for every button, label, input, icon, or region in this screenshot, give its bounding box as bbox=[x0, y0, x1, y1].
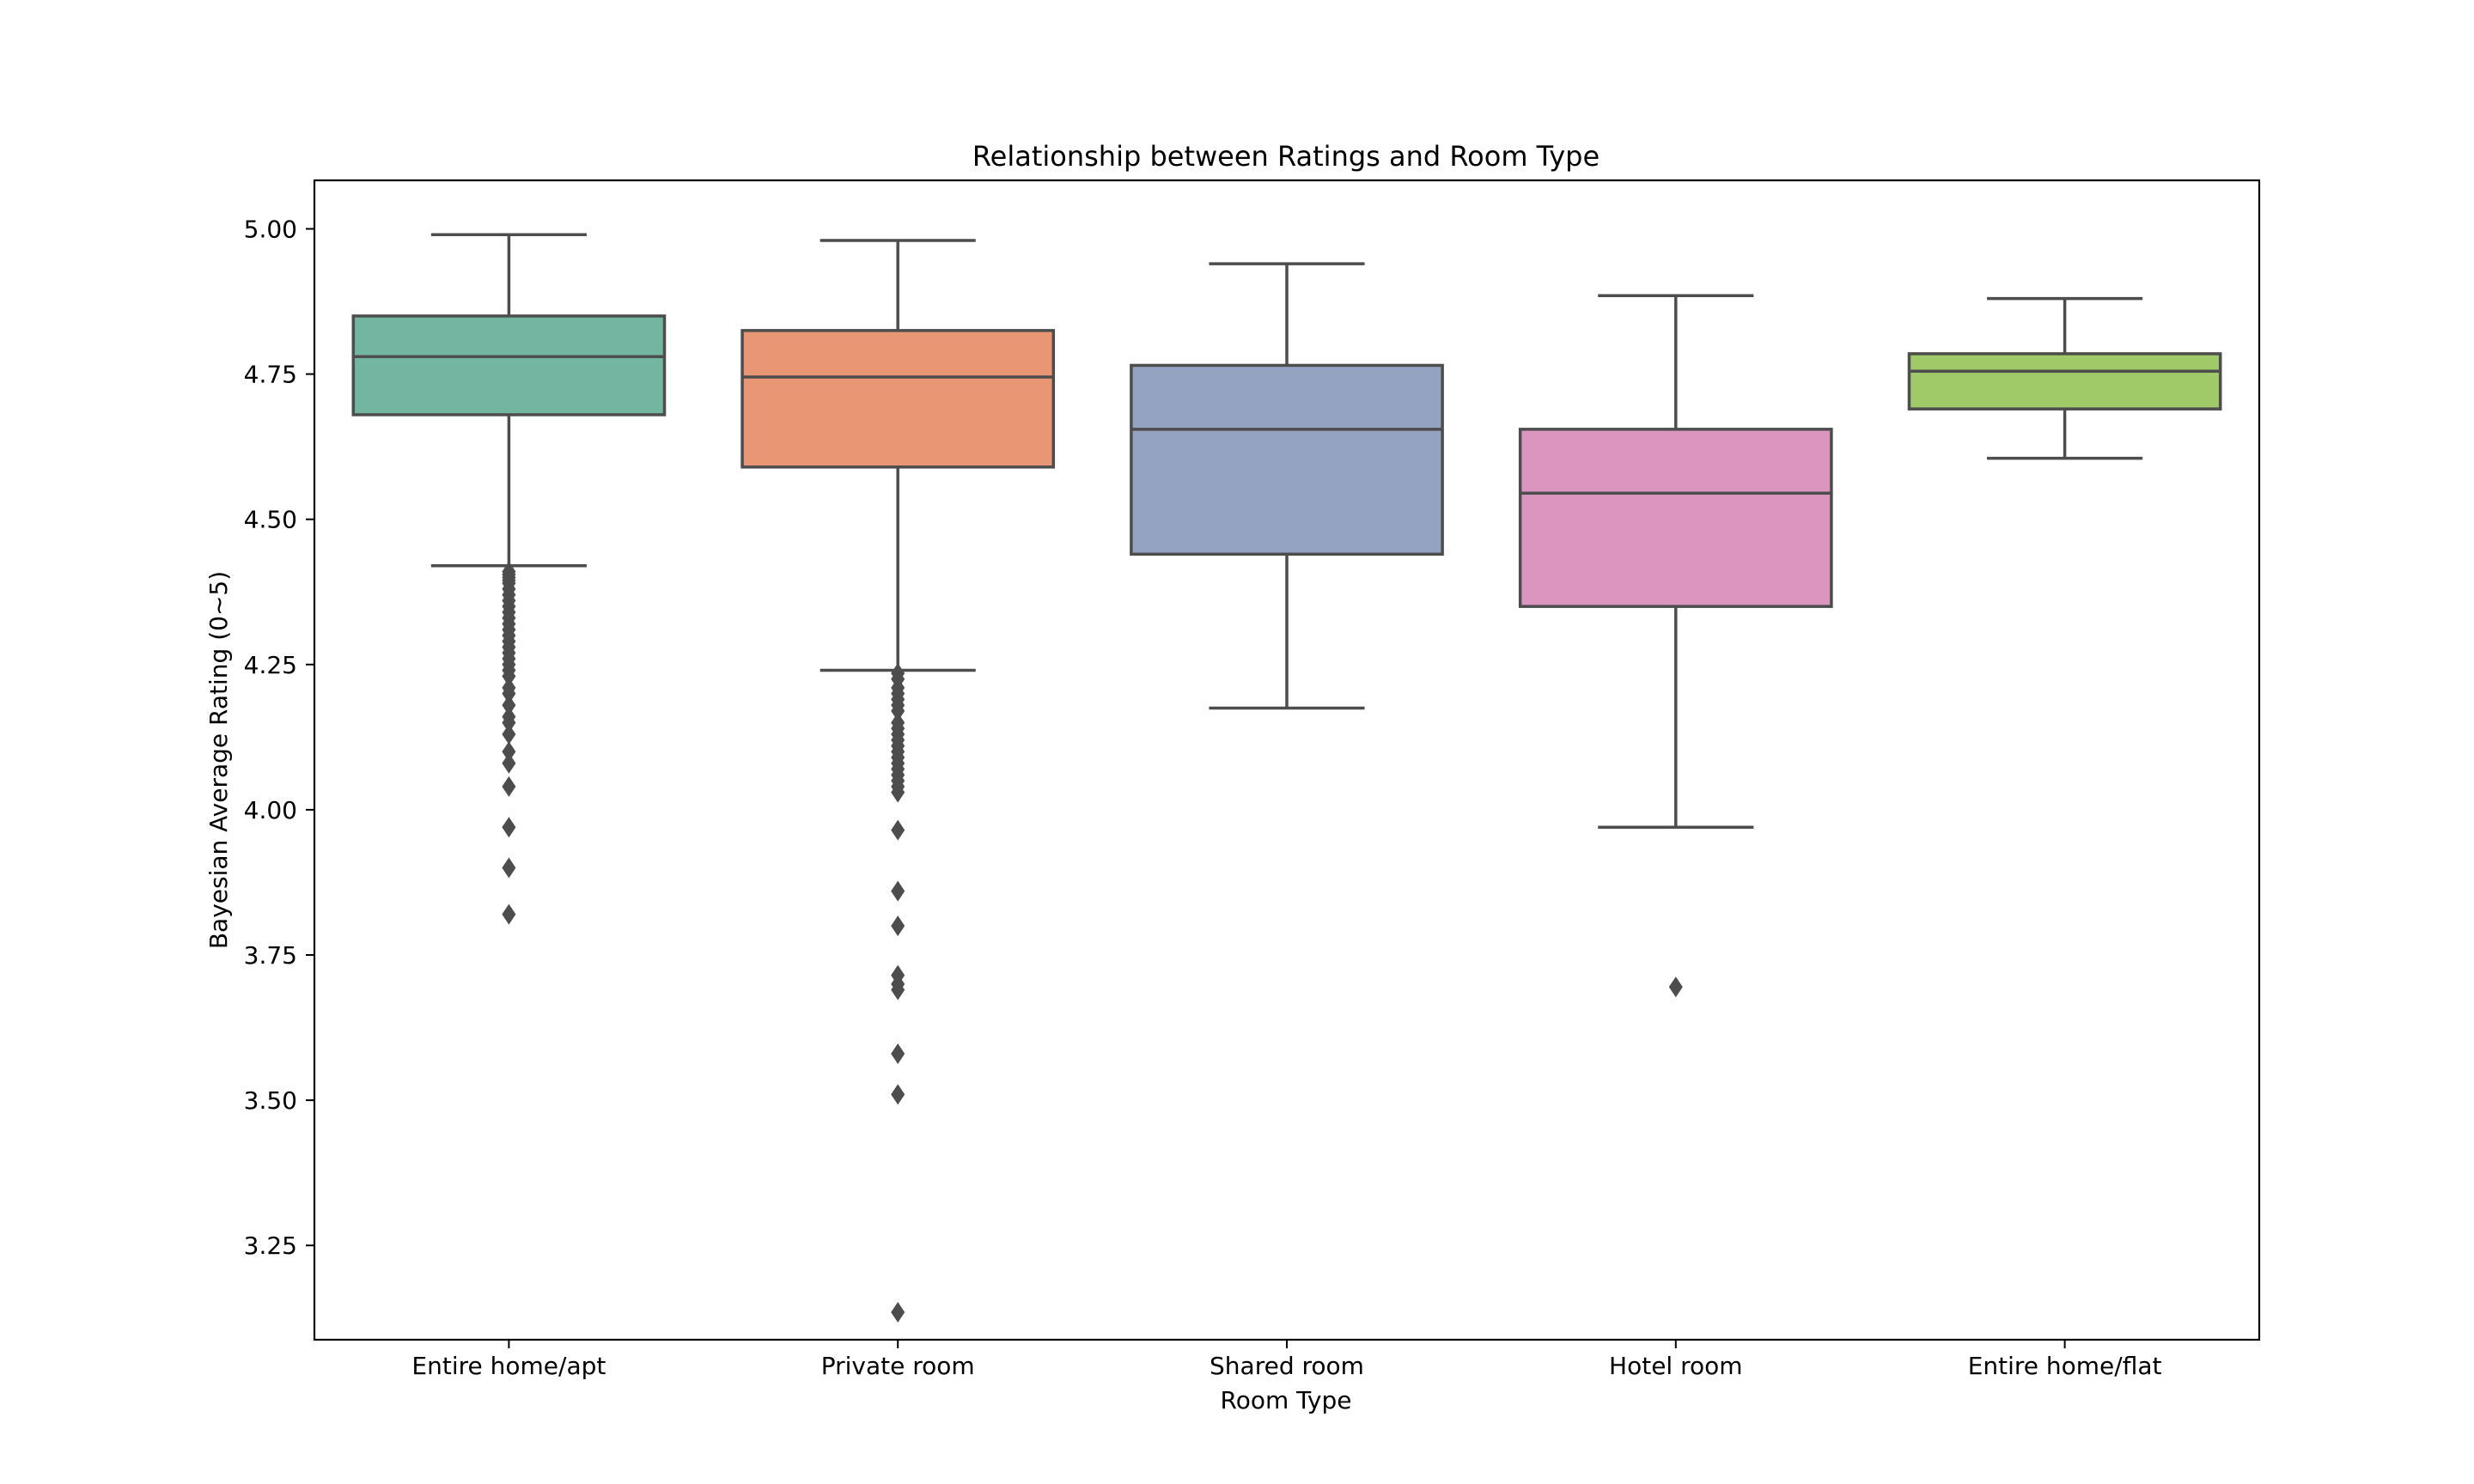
box-iqr bbox=[351, 314, 667, 417]
outlier-point bbox=[502, 666, 516, 687]
outlier-point bbox=[502, 741, 516, 763]
y-tick-label: 3.50 bbox=[244, 1086, 297, 1115]
outlier-point bbox=[502, 775, 516, 797]
x-axis: Entire home/apt Private room Shared room Ho… bbox=[411, 1340, 2162, 1380]
x-axis-label: Room Type bbox=[1221, 1386, 1352, 1414]
box-iqr bbox=[1518, 428, 1833, 608]
outlier-point bbox=[502, 857, 516, 879]
y-tick-label: 3.75 bbox=[244, 941, 297, 970]
outlier-point bbox=[891, 979, 905, 1000]
x-tick-label: Hotel room bbox=[1609, 1352, 1743, 1380]
box-group bbox=[1907, 296, 2222, 460]
y-axis-label: Bayesian Average Rating (0~5) bbox=[204, 571, 233, 949]
outlier-point bbox=[891, 819, 905, 841]
box-iqr bbox=[740, 329, 1056, 469]
box-iqr bbox=[1907, 352, 2222, 411]
boxes-layer bbox=[351, 233, 2222, 1323]
x-tick-label: Shared room bbox=[1210, 1352, 1364, 1380]
outlier-point bbox=[502, 752, 516, 774]
outlier-point bbox=[891, 1302, 905, 1323]
y-axis: 3.25 3.50 3.75 4.00 4.25 4.50 4.75 5.00 bbox=[244, 215, 314, 1260]
outlier-point bbox=[502, 695, 516, 716]
outlier-point bbox=[891, 782, 905, 803]
x-tick-label: Entire home/flat bbox=[1968, 1352, 2162, 1380]
y-tick-label: 4.75 bbox=[244, 361, 297, 389]
outlier-point bbox=[891, 915, 905, 937]
box-group bbox=[1518, 294, 1833, 998]
outlier-point bbox=[502, 683, 516, 704]
outlier-point bbox=[891, 700, 905, 721]
box-group bbox=[351, 233, 667, 925]
y-tick-label: 4.25 bbox=[244, 651, 297, 679]
x-tick-label: Entire home/apt bbox=[411, 1352, 606, 1380]
y-tick-label: 3.25 bbox=[244, 1232, 297, 1260]
box-iqr bbox=[1130, 363, 1444, 556]
box-group bbox=[1130, 262, 1444, 710]
chart-title: Relationship between Ratings and Room Ty… bbox=[972, 140, 1600, 173]
outlier-point bbox=[502, 903, 516, 925]
outlier-point bbox=[502, 817, 516, 838]
outlier-point bbox=[502, 723, 516, 745]
y-tick-label: 4.50 bbox=[244, 506, 297, 534]
outlier-point bbox=[502, 712, 516, 733]
outlier-point bbox=[1668, 976, 1683, 998]
x-tick-label: Private room bbox=[821, 1352, 975, 1380]
y-tick-label: 4.00 bbox=[244, 796, 297, 824]
outlier-point bbox=[891, 1043, 905, 1064]
outlier-point bbox=[891, 1084, 905, 1105]
outlier-point bbox=[891, 880, 905, 902]
y-tick-label: 5.00 bbox=[244, 215, 297, 243]
box-group bbox=[740, 239, 1056, 1323]
